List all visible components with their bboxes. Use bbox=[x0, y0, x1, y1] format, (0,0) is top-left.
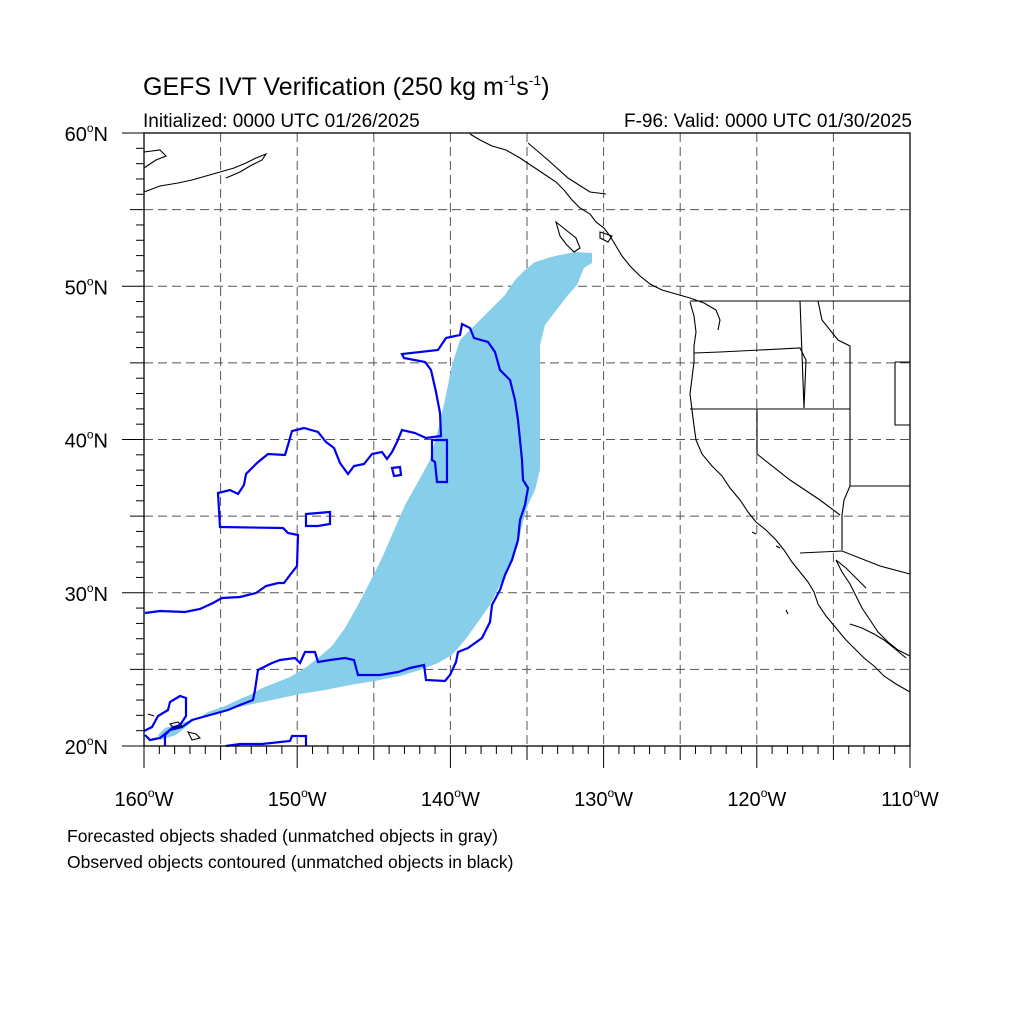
observed-object-contour-blob1 bbox=[304, 510, 332, 528]
bc-mainland-coast bbox=[609, 235, 721, 331]
lat-tick-label: 50oN bbox=[65, 274, 108, 299]
lon-tick-label: 160oW bbox=[115, 786, 174, 811]
bc-islands bbox=[554, 220, 613, 253]
title-sup2: -1 bbox=[528, 72, 542, 88]
lat-tick-label: 30oN bbox=[65, 581, 108, 606]
us-mexico-border bbox=[799, 550, 911, 575]
mexico-coast bbox=[849, 623, 907, 659]
valid-time-label: F-96: Valid: 0000 UTC 01/30/2025 bbox=[624, 111, 912, 132]
baja-california bbox=[835, 559, 911, 657]
hawaii-islands bbox=[147, 713, 202, 741]
axis-ticks bbox=[122, 132, 911, 768]
washington-oregon-border bbox=[693, 347, 807, 409]
lon-tick-label: 120oW bbox=[727, 786, 786, 811]
lon-tick-label: 150oW bbox=[268, 786, 327, 811]
us-west-coast bbox=[689, 301, 911, 693]
lat-tick-label: 40oN bbox=[65, 428, 108, 453]
title-sup1: -1 bbox=[503, 72, 517, 88]
observed-object-contour-blob3 bbox=[430, 438, 449, 484]
nevada-california-border bbox=[756, 409, 841, 516]
lat-tick-label: 20oN bbox=[65, 734, 108, 759]
title-end: ) bbox=[541, 73, 550, 101]
lon-tick-label: 130oW bbox=[574, 786, 633, 811]
nevada-arizona-border bbox=[841, 409, 851, 550]
coastlines bbox=[143, 133, 911, 741]
map-title: GEFS IVT Verification (250 kg m-1s-1) bbox=[143, 72, 550, 102]
gulf-of-alaska-coast bbox=[469, 133, 611, 237]
legend-note-observed: Observed objects contoured (unmatched ob… bbox=[67, 852, 514, 872]
utah-border bbox=[850, 361, 910, 487]
observed-object-contour-main bbox=[144, 322, 530, 742]
title-main: GEFS IVT Verification (250 kg m bbox=[143, 73, 504, 101]
lon-tick-label: 140oW bbox=[421, 786, 480, 811]
idaho-border bbox=[799, 300, 851, 409]
sierra-islands bbox=[751, 531, 789, 615]
observed-object-contour-south bbox=[225, 734, 308, 748]
lat-tick-label: 60oN bbox=[65, 121, 108, 146]
observed-object-contour-hawaii bbox=[143, 694, 188, 746]
forecast-object-shaded bbox=[158, 252, 592, 740]
init-time-label: Initialized: 0000 UTC 01/26/2025 bbox=[143, 111, 420, 132]
axis-tick-labels: 160oW 150oW 140oW 130oW 120oW 110oW 20oN 30oN 40… bbox=[65, 121, 939, 811]
title-mid: s bbox=[516, 73, 529, 101]
lon-tick-label: 110oW bbox=[881, 786, 939, 811]
alaska-coast bbox=[143, 149, 268, 193]
legend-note-forecast: Forecasted objects shaded (unmatched obj… bbox=[67, 826, 498, 846]
observed-object-contour-blob2 bbox=[390, 465, 403, 478]
